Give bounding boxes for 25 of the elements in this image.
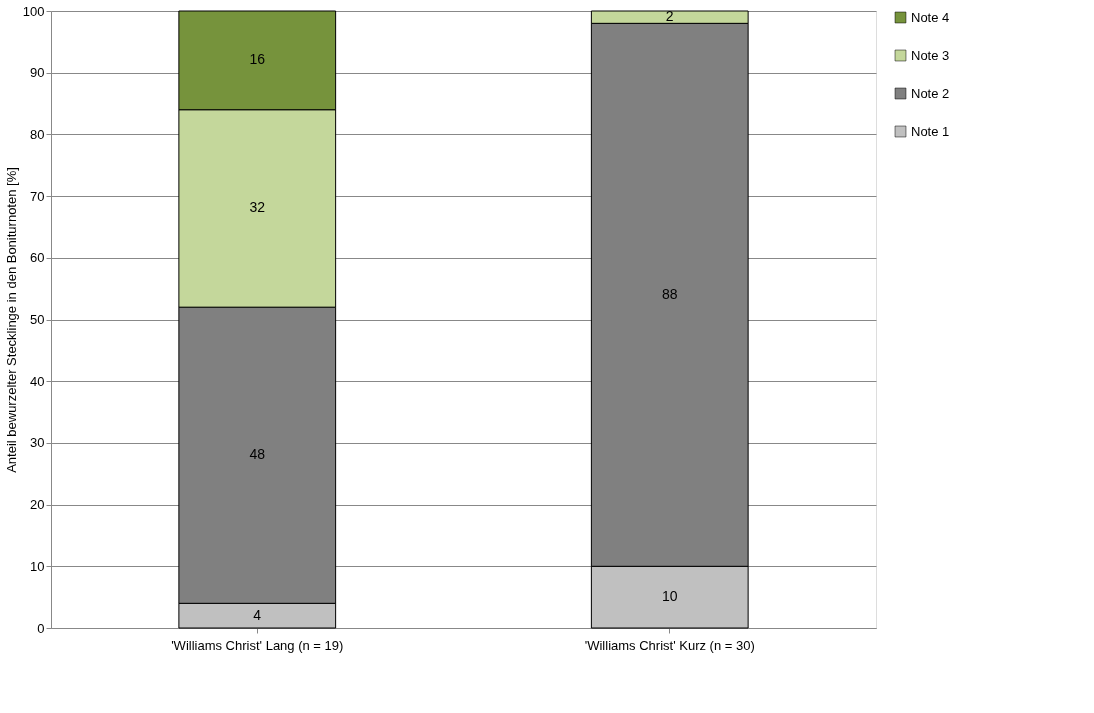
y-tick-label: 80 [30, 126, 45, 142]
data-label: 48 [249, 446, 266, 463]
y-tick-label: 40 [30, 373, 45, 389]
x-tick-label: 'Williams Christ' Lang (n = 19) [171, 637, 344, 653]
y-axis-title: Anteil bewurzelter Stecklinge in den Boniturnoten [%] [3, 167, 19, 473]
legend-label: Note 1 [911, 123, 950, 139]
data-label: 4 [253, 606, 262, 623]
y-tick-label: 70 [30, 188, 45, 204]
legend-label: Note 4 [911, 9, 950, 25]
data-label: 2 [665, 8, 674, 25]
data-label: 16 [249, 51, 266, 68]
y-tick-label: 30 [30, 435, 45, 451]
y-tick-label: 90 [30, 65, 45, 81]
data-label: 32 [249, 199, 266, 216]
y-tick-label: 100 [22, 3, 45, 19]
y-tick-label: 50 [30, 312, 45, 327]
y-tick-label: 20 [30, 497, 45, 513]
data-label: 88 [661, 285, 678, 302]
legend-label: Note 2 [911, 85, 950, 101]
x-tick-label: 'Williams Christ' Kurz (n = 30) [584, 637, 755, 653]
y-tick-label: 10 [30, 558, 45, 574]
data-label: 10 [661, 588, 678, 605]
y-tick-label: 60 [30, 250, 45, 266]
y-tick-label: 0 [37, 620, 45, 636]
legend-label: Note 3 [911, 47, 950, 63]
